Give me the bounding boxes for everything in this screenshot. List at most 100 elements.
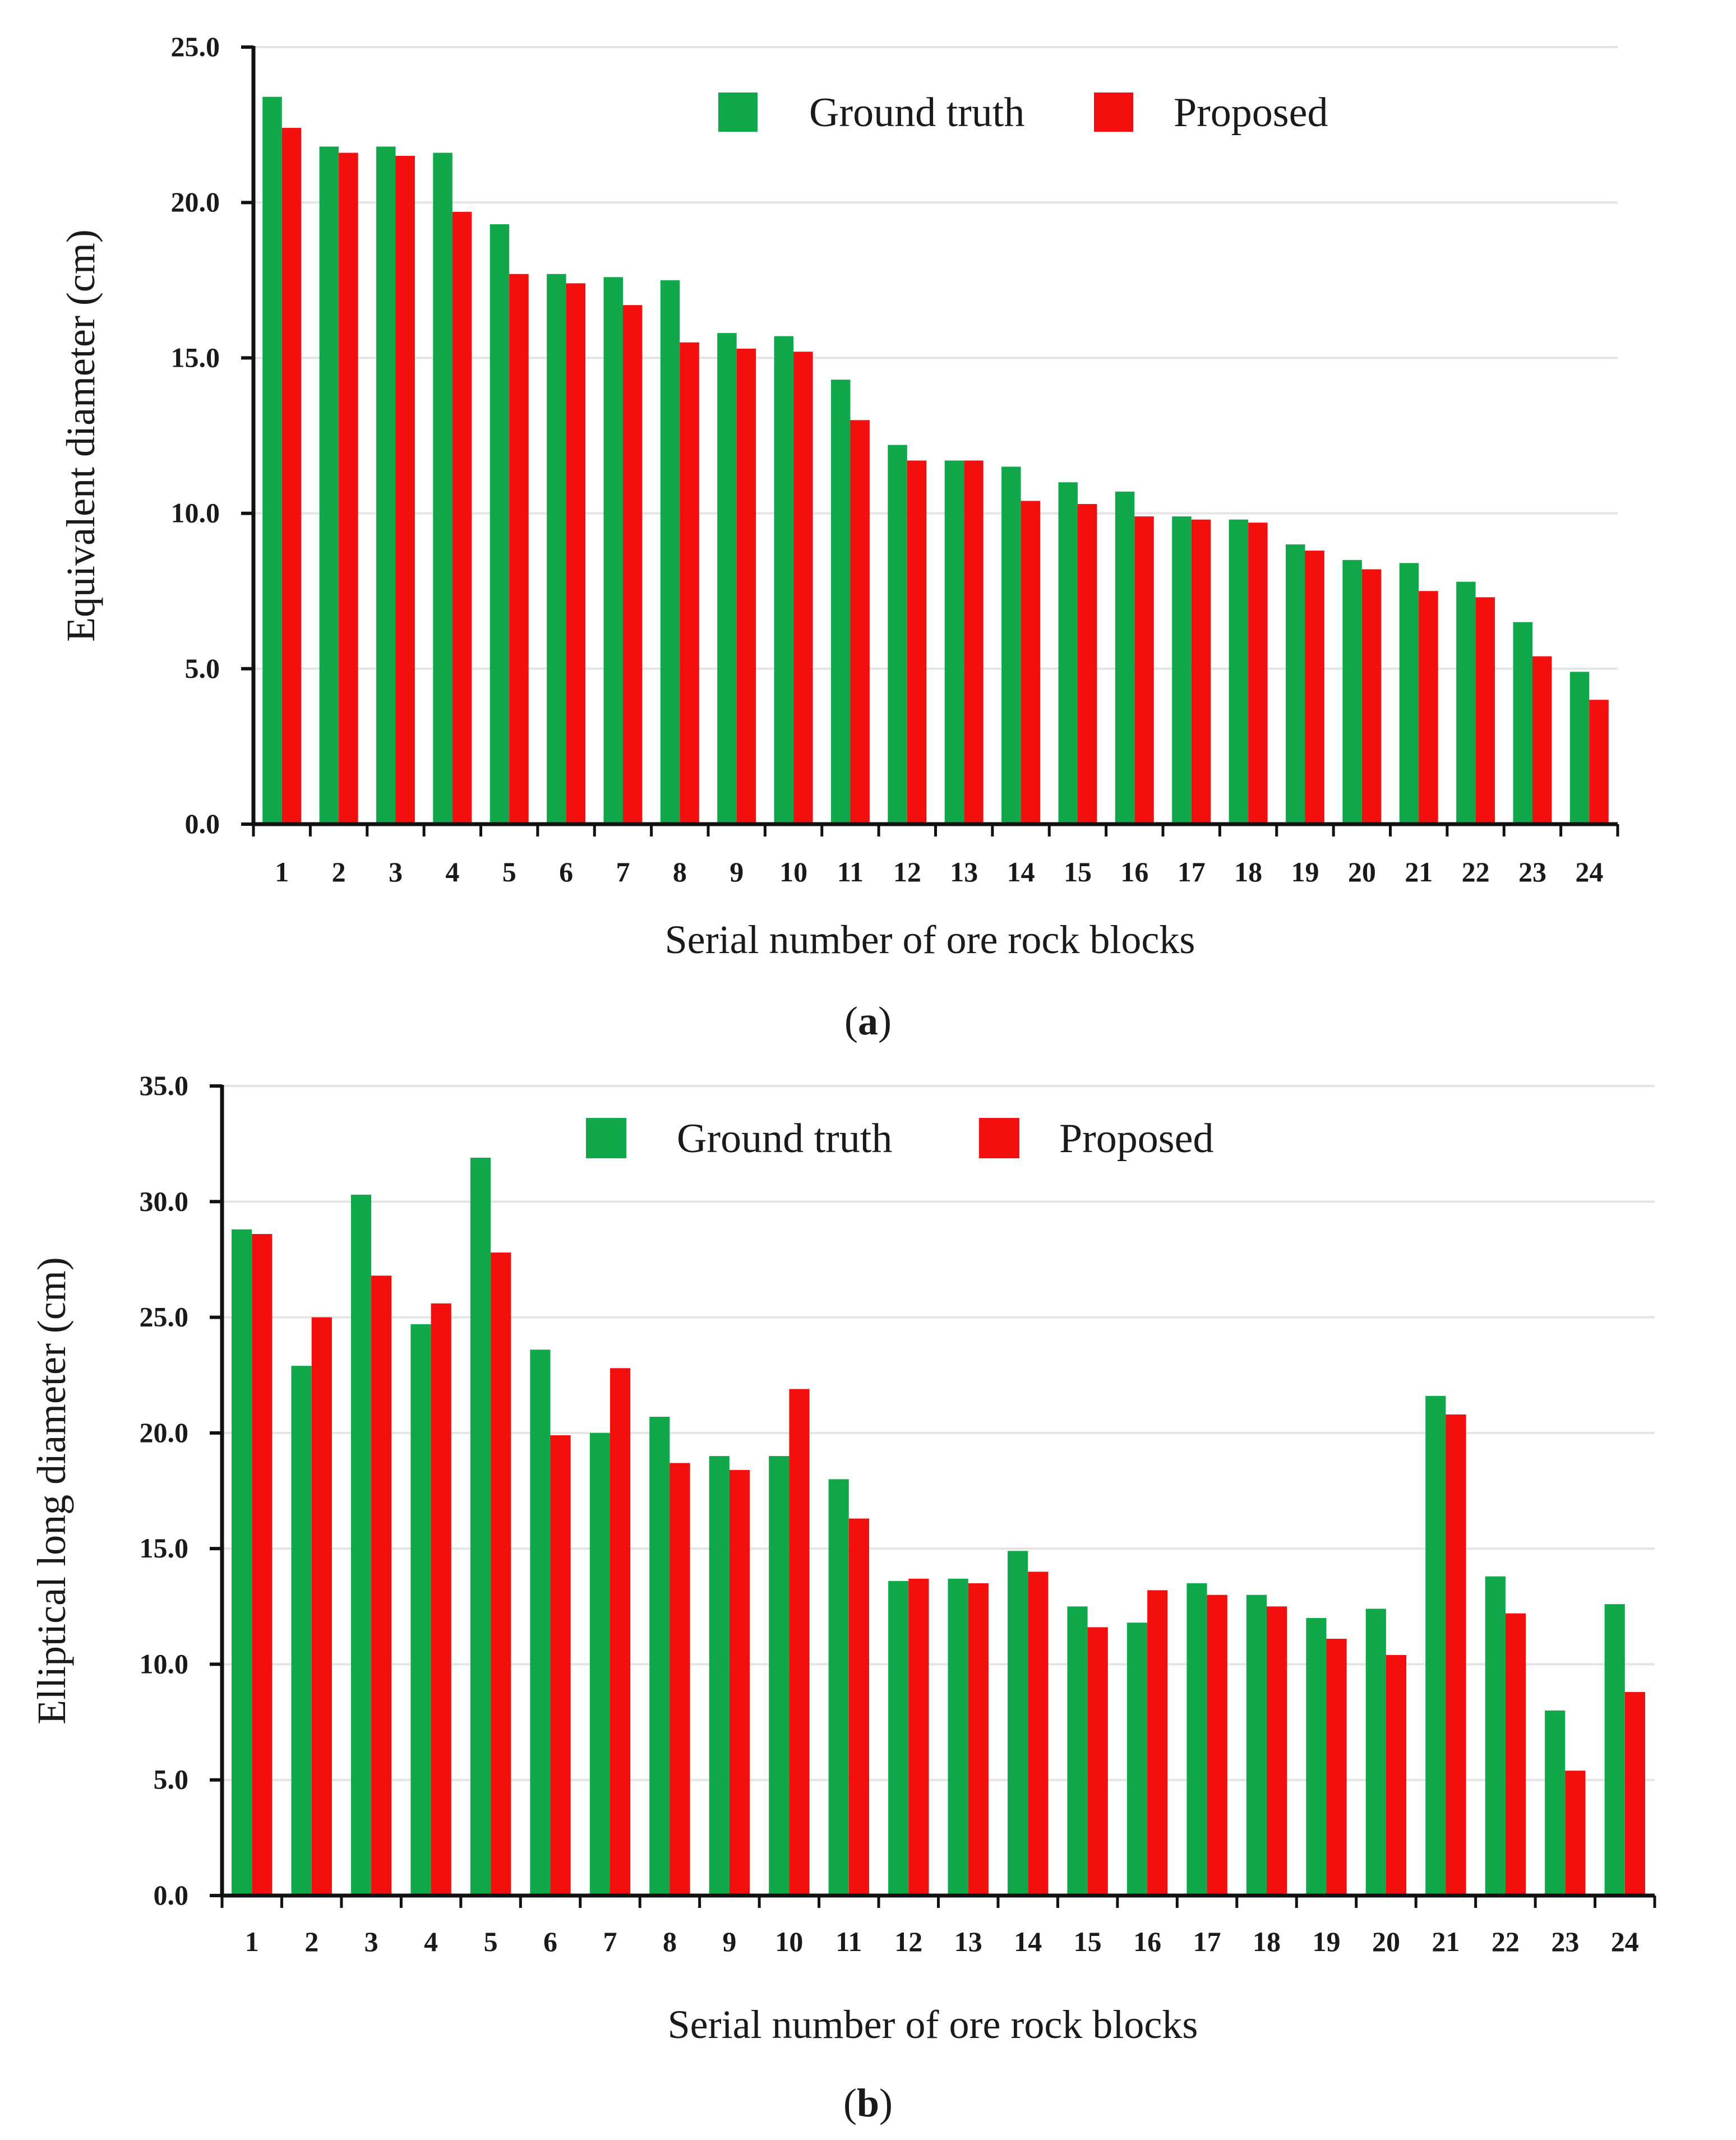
x-tick-label: 3 [364, 1926, 378, 1957]
bar-ground-truth-7 [589, 1432, 610, 1896]
x-axis-title: Serial number of ore rock blocks [665, 917, 1195, 962]
x-tick-label: 7 [603, 1926, 617, 1957]
bar-ground-truth-10 [774, 336, 794, 824]
bar-proposed-20 [1386, 1654, 1407, 1896]
bar-proposed-19 [1326, 1639, 1347, 1896]
bar-ground-truth-17 [1172, 516, 1192, 824]
x-tick-label: 19 [1312, 1926, 1340, 1957]
bar-ground-truth-11 [828, 1479, 849, 1896]
bar-proposed-5 [491, 1252, 511, 1896]
x-tick-label: 17 [1193, 1926, 1221, 1957]
x-tick-label: 23 [1518, 856, 1546, 888]
x-tick-label: 16 [1133, 1926, 1161, 1957]
bar-ground-truth-14 [1001, 466, 1021, 824]
bar-proposed-11 [850, 420, 870, 824]
bar-ground-truth-23 [1545, 1710, 1566, 1896]
bar-ground-truth-3 [350, 1194, 372, 1896]
bar-proposed-4 [431, 1303, 451, 1896]
x-tick-label: 18 [1234, 856, 1262, 888]
x-tick-label: 12 [893, 856, 921, 888]
x-tick-label: 14 [1014, 1926, 1042, 1957]
bar-ground-truth-18 [1246, 1594, 1267, 1896]
x-tick-label: 20 [1348, 856, 1376, 888]
bar-proposed-7 [622, 305, 643, 824]
panel-label-part: ) [878, 999, 892, 1043]
x-tick-label: 10 [779, 856, 807, 888]
x-tick-label: 13 [954, 1926, 982, 1957]
x-tick-label: 12 [894, 1926, 922, 1957]
x-tick-label: 1 [245, 1926, 259, 1957]
bar-proposed-21 [1446, 1414, 1466, 1896]
x-tick-label: 21 [1405, 856, 1433, 888]
legend-label-ground-truth: Ground truth [677, 1116, 892, 1162]
bar-proposed-17 [1207, 1594, 1227, 1896]
bar-ground-truth-9 [709, 1456, 730, 1896]
legend-label-proposed: Proposed [1059, 1116, 1213, 1162]
panel-label-part: ( [843, 2081, 857, 2125]
bar-proposed-18 [1248, 523, 1268, 824]
bar-proposed-17 [1191, 519, 1211, 824]
y-tick-label: 0.0 [185, 808, 220, 839]
panel-label-part: ( [844, 999, 858, 1043]
bar-ground-truth-14 [1008, 1551, 1028, 1896]
y-tick-label: 30.0 [140, 1185, 189, 1217]
bar-ground-truth-4 [410, 1324, 431, 1896]
bar-proposed-7 [610, 1368, 631, 1896]
bar-ground-truth-19 [1306, 1617, 1327, 1896]
bar-proposed-13 [964, 460, 984, 824]
legend-swatch-proposed [979, 1118, 1019, 1158]
x-tick-label: 24 [1575, 856, 1603, 888]
bar-proposed-1 [252, 1234, 273, 1896]
bar-proposed-22 [1505, 1613, 1526, 1896]
bar-ground-truth-18 [1229, 519, 1249, 824]
bar-proposed-11 [848, 1518, 869, 1896]
bar-ground-truth-3 [376, 146, 396, 824]
bar-proposed-2 [311, 1317, 332, 1896]
bar-ground-truth-15 [1067, 1606, 1088, 1896]
x-tick-label: 5 [502, 856, 516, 888]
legend: Ground truth Proposed [586, 1116, 1213, 1162]
bar-ground-truth-9 [717, 333, 737, 824]
bar-ground-truth-8 [649, 1417, 670, 1896]
legend-swatch-proposed [1094, 93, 1133, 132]
y-tick-label: 5.0 [185, 653, 220, 684]
bar-proposed-18 [1267, 1606, 1287, 1896]
y-tick-label: 20.0 [140, 1417, 189, 1448]
bar-proposed-12 [907, 460, 927, 824]
bar-proposed-14 [1028, 1572, 1049, 1896]
x-tick-label: 11 [837, 856, 864, 888]
bar-ground-truth-24 [1604, 1604, 1625, 1896]
x-axis-title: Serial number of ore rock blocks [668, 2002, 1198, 2047]
y-tick-label: 5.0 [154, 1764, 189, 1795]
y-tick-label: 25.0 [140, 1301, 189, 1333]
bar-ground-truth-20 [1342, 560, 1362, 824]
bar-ground-truth-15 [1058, 482, 1078, 824]
bar-proposed-9 [729, 1469, 750, 1896]
bar-proposed-14 [1021, 501, 1041, 824]
y-axis-title: Equivalent diameter (cm) [58, 229, 103, 642]
chart-panel-b: 0.05.010.015.020.025.030.035.01 2 3 4 5 6 7 8 9 1… [29, 1070, 1656, 2125]
bar-proposed-20 [1361, 569, 1382, 824]
bar-proposed-19 [1305, 551, 1324, 824]
x-tick-label: 3 [389, 856, 403, 888]
bar-ground-truth-6 [547, 274, 566, 824]
legend: Ground truth Proposed [718, 90, 1328, 136]
bar-ground-truth-5 [470, 1157, 491, 1896]
bar-ground-truth-7 [603, 277, 623, 824]
x-tick-label: 6 [559, 856, 573, 888]
x-tick-label: 10 [775, 1926, 803, 1957]
bar-proposed-10 [793, 352, 813, 824]
x-tick-label: 16 [1120, 856, 1148, 888]
panel-label-part: a [858, 999, 878, 1043]
y-tick-label: 35.0 [140, 1070, 189, 1101]
bar-ground-truth-21 [1399, 563, 1419, 824]
x-tick-label: 15 [1074, 1926, 1102, 1957]
panel-label: (b) [843, 2081, 893, 2125]
x-tick-label: 8 [673, 856, 687, 888]
x-tick-label: 21 [1432, 1926, 1460, 1957]
x-tick-label: 18 [1253, 1926, 1281, 1957]
bar-proposed-6 [566, 283, 586, 824]
bar-ground-truth-21 [1425, 1395, 1446, 1896]
bar-ground-truth-12 [888, 445, 907, 824]
bar-ground-truth-12 [888, 1580, 909, 1896]
